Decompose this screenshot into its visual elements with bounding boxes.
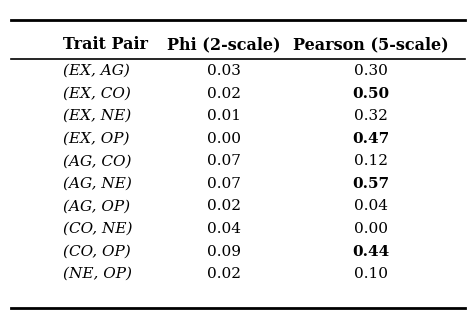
Text: (CO, OP): (CO, OP) [63, 245, 130, 259]
Text: (EX, OP): (EX, OP) [63, 132, 129, 146]
Text: 0.04: 0.04 [207, 222, 241, 236]
Text: 0.02: 0.02 [207, 267, 241, 281]
Text: (CO, NE): (CO, NE) [63, 222, 132, 236]
Text: 0.10: 0.10 [354, 267, 387, 281]
Text: (AG, NE): (AG, NE) [63, 177, 132, 191]
Text: 0.01: 0.01 [207, 109, 241, 123]
Text: 0.47: 0.47 [352, 132, 389, 146]
Text: 0.02: 0.02 [207, 86, 241, 100]
Text: (EX, CO): (EX, CO) [63, 86, 131, 100]
Text: (EX, NE): (EX, NE) [63, 109, 131, 123]
Text: 0.44: 0.44 [352, 245, 389, 259]
Text: 0.32: 0.32 [354, 109, 387, 123]
Text: Trait Pair: Trait Pair [63, 36, 148, 53]
Text: 0.50: 0.50 [352, 86, 389, 100]
Text: 0.00: 0.00 [354, 222, 387, 236]
Text: (NE, OP): (NE, OP) [63, 267, 132, 281]
Text: Phi (2-scale): Phi (2-scale) [167, 36, 280, 53]
Text: 0.00: 0.00 [207, 132, 241, 146]
Text: 0.02: 0.02 [207, 199, 241, 213]
Text: 0.03: 0.03 [207, 64, 241, 78]
Text: (AG, CO): (AG, CO) [63, 154, 131, 168]
Text: 0.09: 0.09 [207, 245, 241, 259]
Text: 0.07: 0.07 [207, 154, 241, 168]
Text: 0.04: 0.04 [354, 199, 387, 213]
Text: (AG, OP): (AG, OP) [63, 199, 130, 213]
Text: 0.12: 0.12 [354, 154, 387, 168]
Text: 0.57: 0.57 [352, 177, 389, 191]
Text: 0.07: 0.07 [207, 177, 241, 191]
Text: Pearson (5-scale): Pearson (5-scale) [293, 36, 448, 53]
Text: 0.30: 0.30 [354, 64, 387, 78]
Text: (EX, AG): (EX, AG) [63, 64, 130, 78]
